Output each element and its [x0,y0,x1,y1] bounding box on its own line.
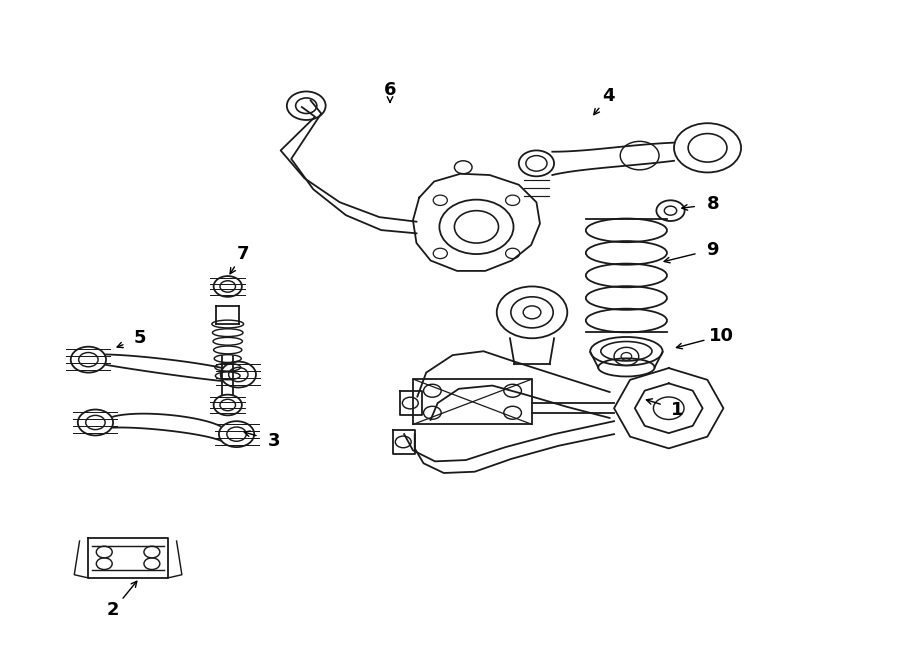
Text: 2: 2 [107,602,120,619]
Text: 3: 3 [267,432,280,449]
Text: 10: 10 [709,327,734,344]
Text: 1: 1 [671,401,684,418]
Text: 9: 9 [706,241,719,258]
Text: 5: 5 [133,329,146,347]
Text: 4: 4 [602,87,615,105]
Text: 6: 6 [383,81,396,98]
Text: 8: 8 [706,195,719,214]
Text: 7: 7 [237,245,249,263]
